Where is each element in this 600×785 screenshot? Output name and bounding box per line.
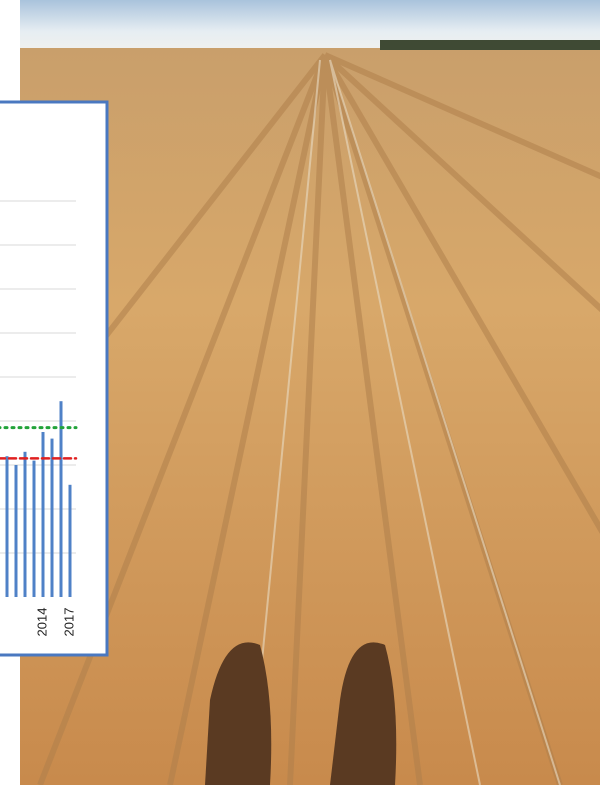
bar [14,465,18,597]
x-tick-label: 2014 [34,608,49,637]
bar [68,484,72,597]
tree-line [380,40,600,50]
bar [59,401,63,597]
footprint [330,642,397,785]
bar [23,451,27,597]
chart: 2014 2017 [0,200,78,637]
bar [32,460,36,597]
bar [5,456,9,597]
bar [50,438,54,597]
furrows [0,52,600,785]
bar [41,432,45,597]
footprint [205,642,272,785]
x-tick-label: 2017 [61,608,76,637]
chart-panel [0,100,109,657]
